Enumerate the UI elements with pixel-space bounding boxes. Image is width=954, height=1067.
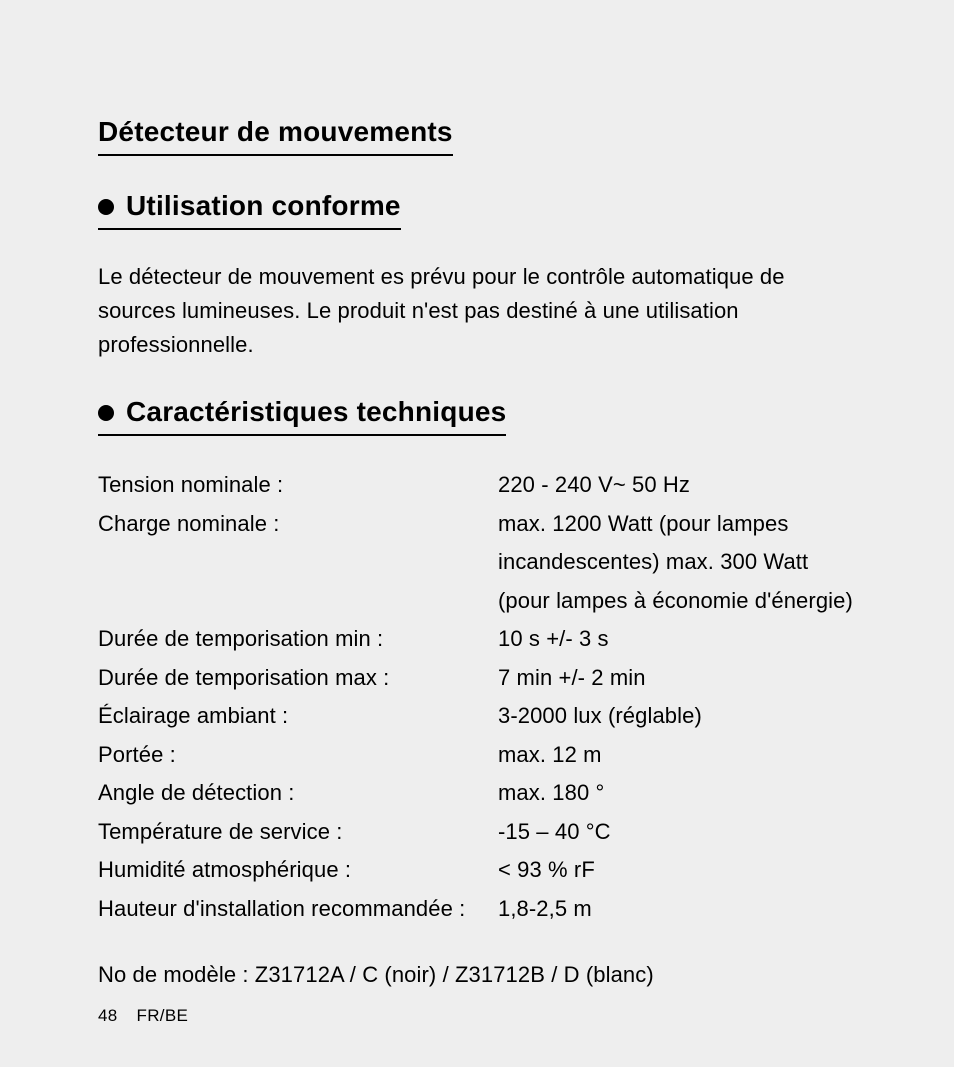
bullet-icon [98, 405, 114, 421]
spec-value: 220 - 240 V~ 50 Hz [498, 466, 864, 505]
spec-label: Hauteur d'installation recommandée : [98, 890, 498, 929]
document-page: Détecteur de mouvements Utilisation conf… [0, 0, 954, 1028]
spec-label: Angle de détection : [98, 774, 498, 813]
page-title: Détecteur de mouvements [98, 116, 864, 190]
bullet-icon [98, 199, 114, 215]
spec-row: Durée de temporisation max : 7 min +/- 2… [98, 659, 864, 698]
spec-row: Charge nominale : max. 1200 Watt (pour l… [98, 505, 864, 621]
spec-table: Tension nominale : 220 - 240 V~ 50 Hz Ch… [98, 466, 864, 928]
spec-value: 3-2000 lux (réglable) [498, 697, 864, 736]
locale-label: FR/BE [137, 1006, 189, 1025]
spec-row: Éclairage ambiant : 3-2000 lux (réglable… [98, 697, 864, 736]
spec-value: 7 min +/- 2 min [498, 659, 864, 698]
spec-value: 10 s +/- 3 s [498, 620, 864, 659]
title-text: Détecteur de mouvements [98, 116, 453, 156]
spec-value: max. 1200 Watt (pour lampes incandescent… [498, 505, 864, 621]
spec-label: Tension nominale : [98, 466, 498, 505]
section-utilisation: Utilisation conforme Le détecteur de mou… [98, 190, 864, 362]
section-heading-text: Caractéristiques techniques [126, 396, 506, 428]
page-footer: 48 FR/BE [98, 1006, 188, 1026]
spec-label: Éclairage ambiant : [98, 697, 498, 736]
model-number-line: No de modèle : Z31712A / C (noir) / Z317… [98, 962, 864, 988]
section-caracteristiques: Caractéristiques techniques Tension nomi… [98, 396, 864, 988]
spec-label: Humidité atmosphérique : [98, 851, 498, 890]
spec-label: Charge nominale : [98, 505, 498, 544]
spec-row: Tension nominale : 220 - 240 V~ 50 Hz [98, 466, 864, 505]
spec-label: Durée de temporisation min : [98, 620, 498, 659]
spec-label: Durée de temporisation max : [98, 659, 498, 698]
spec-value: max. 12 m [498, 736, 864, 775]
section-body: Le détecteur de mouvement es prévu pour … [98, 260, 864, 362]
spec-value: < 93 % rF [498, 851, 864, 890]
section-heading-utilisation: Utilisation conforme [98, 190, 401, 230]
spec-value: 1,8-2,5 m [498, 890, 864, 929]
section-heading-caracteristiques: Caractéristiques techniques [98, 396, 506, 436]
section-heading-text: Utilisation conforme [126, 190, 401, 222]
spec-value: -15 – 40 °C [498, 813, 864, 852]
spec-row: Portée : max. 12 m [98, 736, 864, 775]
spec-row: Humidité atmosphérique : < 93 % rF [98, 851, 864, 890]
spec-value: max. 180 ° [498, 774, 864, 813]
spec-row: Température de service : -15 – 40 °C [98, 813, 864, 852]
page-number: 48 [98, 1006, 118, 1025]
spec-label: Portée : [98, 736, 498, 775]
spec-row: Angle de détection : max. 180 ° [98, 774, 864, 813]
spec-row: Hauteur d'installation recommandée : 1,8… [98, 890, 864, 929]
spec-label: Température de service : [98, 813, 498, 852]
spec-row: Durée de temporisation min : 10 s +/- 3 … [98, 620, 864, 659]
